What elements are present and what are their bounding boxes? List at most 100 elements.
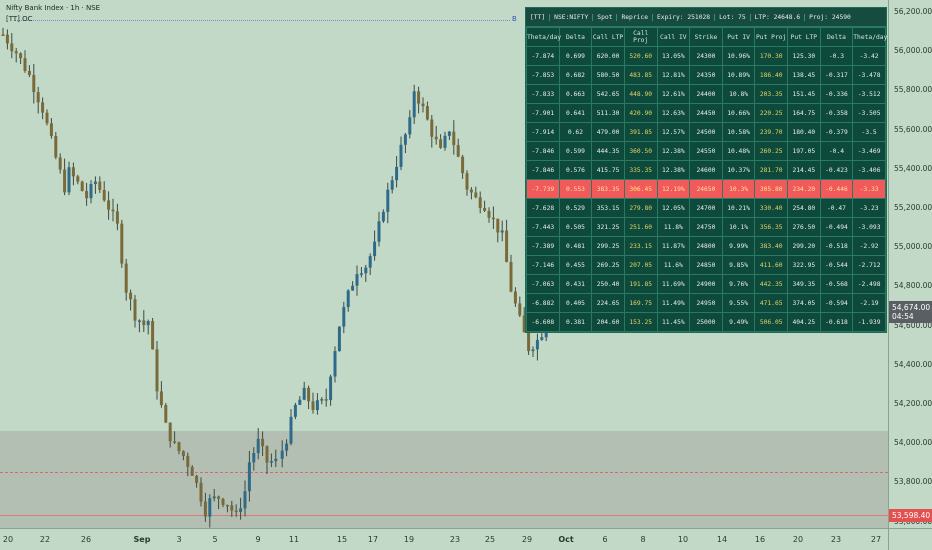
time-tick: 11: [288, 535, 300, 544]
candle-body: [447, 131, 451, 136]
candle-body: [399, 144, 403, 167]
time-tick: 3: [176, 535, 182, 544]
option-chain-rows: -7.874 0.699 620.00 520.60 13.05% 24300 10.96%…: [526, 46, 886, 332]
strike-row: -7.833 0.663 542.65 448.90 12.61% 24400 10.8% 2…: [526, 84, 886, 104]
cell-delta: -0.594: [819, 293, 854, 313]
cell-call-iv: 11.69%: [656, 274, 691, 294]
cell-put-ltp: 299.20: [787, 236, 821, 256]
cell-put-proj: 411.60: [754, 255, 788, 275]
price-tick: 56,000.00: [894, 46, 932, 56]
cell-strike: 24900: [689, 274, 723, 294]
countdown-value: 04:54: [892, 312, 914, 321]
indicator-label[interactable]: [TT] OC: [6, 15, 33, 23]
time-axis[interactable]: 20 22 26 Sep 3 5 9 11 15 17 19 23 25 29 Oct 6 8 10 14 16 20 2…: [0, 528, 888, 550]
candle-body: [63, 169, 67, 193]
cell-call-ltp: 321.25: [591, 217, 625, 237]
candle-body: [133, 299, 137, 321]
candle-body: [298, 399, 302, 405]
cell-theta-day: -2.19: [852, 293, 886, 313]
cell-theta-day: -3.33: [852, 179, 886, 199]
candle-body: [168, 422, 172, 442]
cell-put-iv: 10.8%: [721, 84, 756, 104]
candle-body: [324, 399, 328, 401]
chart-area[interactable]: Nifty Bank Index · 1h · NSE [TT] OC B [T…: [0, 0, 888, 528]
cell-put-proj: 506.05: [754, 312, 788, 332]
cell-delta: -0.446: [819, 179, 854, 199]
price-tick: 54,600.00: [894, 320, 932, 330]
cell-call-iv: 12.57%: [656, 122, 691, 142]
candle-body: [71, 167, 75, 177]
cell-put-iv: 9.55%: [721, 293, 756, 313]
candle-body: [269, 461, 273, 463]
candle-body: [500, 230, 504, 233]
column-header: Call LTP: [591, 27, 625, 47]
cell-delta: -0.494: [819, 217, 854, 237]
cell-put-iv: 10.48%: [721, 141, 756, 161]
cell-theta-day: -2.498: [852, 274, 886, 294]
candle-body: [41, 102, 45, 113]
option-chain-column-headers: Theta/day Delta Call LTP Call Proj Call IV St…: [526, 27, 887, 47]
cell-theta-day: -6.882: [526, 293, 560, 313]
candle-body: [329, 376, 333, 401]
cell-put-ltp: 254.80: [787, 198, 821, 218]
time-tick: 5: [212, 535, 218, 544]
cell-call-iv: 11.8%: [656, 217, 691, 237]
cell-put-iv: 9.85%: [721, 255, 756, 275]
symbol-title[interactable]: Nifty Bank Index · 1h · NSE: [6, 4, 101, 12]
cell-theta-day: -7.063: [526, 274, 560, 294]
time-tick: 23: [449, 535, 461, 544]
cell-delta: 0.505: [558, 217, 593, 237]
option-chain-header: [TT] NSE:NIFTY Spot Reprice Expiry: 251028 Lo…: [526, 8, 886, 27]
candle-body: [364, 267, 368, 274]
time-tick: 15: [336, 535, 348, 544]
cell-call-iv: 11.45%: [656, 312, 691, 332]
cell-call-iv: 13.05%: [656, 46, 691, 66]
column-header: Strike: [689, 27, 723, 47]
candle-body: [443, 135, 447, 148]
cell-put-ltp: 180.40: [787, 122, 821, 142]
candle-body: [142, 320, 146, 326]
candle-body: [19, 53, 23, 59]
cell-put-proj: 170.30: [754, 46, 788, 66]
candle-body: [164, 405, 168, 423]
cell-call-iv: 11.49%: [656, 293, 691, 313]
candle-body: [333, 351, 337, 377]
cell-delta: 0.481: [558, 236, 593, 256]
candle-body: [439, 139, 443, 148]
time-tick: 10: [677, 535, 689, 544]
cell-theta-day: -3.23: [852, 198, 886, 218]
candle-body: [54, 135, 58, 158]
cell-put-ltp: 374.05: [787, 293, 821, 313]
cell-call-proj: 306.45: [623, 179, 658, 199]
cell-theta-day: -7.739: [526, 179, 560, 199]
cell-delta: 0.62: [558, 122, 593, 142]
cell-put-ltp: 234.20: [787, 179, 821, 199]
candle-body: [32, 74, 36, 93]
cell-delta: 0.576: [558, 160, 593, 180]
cell-delta: 0.553: [558, 179, 593, 199]
candle-body: [146, 321, 150, 326]
candle-body: [89, 184, 93, 199]
cell-strike: 24850: [689, 255, 723, 275]
candle-body: [483, 207, 487, 211]
time-tick: 20: [2, 535, 14, 544]
cell-delta: 0.405: [558, 293, 593, 313]
candle-body: [181, 451, 185, 457]
candle-body: [107, 200, 111, 210]
time-tick: 20: [792, 535, 804, 544]
time-tick: 25: [484, 535, 496, 544]
strike-row: -7.914 0.62 479.00 391.85 12.57% 24500 10.58% 2…: [526, 122, 886, 142]
cell-delta: -0.544: [819, 255, 854, 275]
cell-call-iv: 12.38%: [656, 141, 691, 161]
candlestick-chart: [1, 27, 557, 528]
cell-call-iv: 12.19%: [656, 179, 691, 199]
candle-body: [173, 441, 177, 443]
column-header: Call IV: [656, 27, 691, 47]
cell-put-proj: 260.25: [754, 141, 788, 161]
candle-body: [518, 303, 522, 316]
strike-row: -7.846 0.599 444.35 360.50 12.38% 24550 10.48%…: [526, 141, 886, 161]
column-header: Theta/day: [526, 27, 561, 47]
candle-body: [280, 450, 284, 459]
price-axis[interactable]: 56,200.00 56,000.00 55,800.00 55,600.00 55,4…: [888, 0, 932, 528]
cell-put-ltp: 151.45: [787, 84, 821, 104]
